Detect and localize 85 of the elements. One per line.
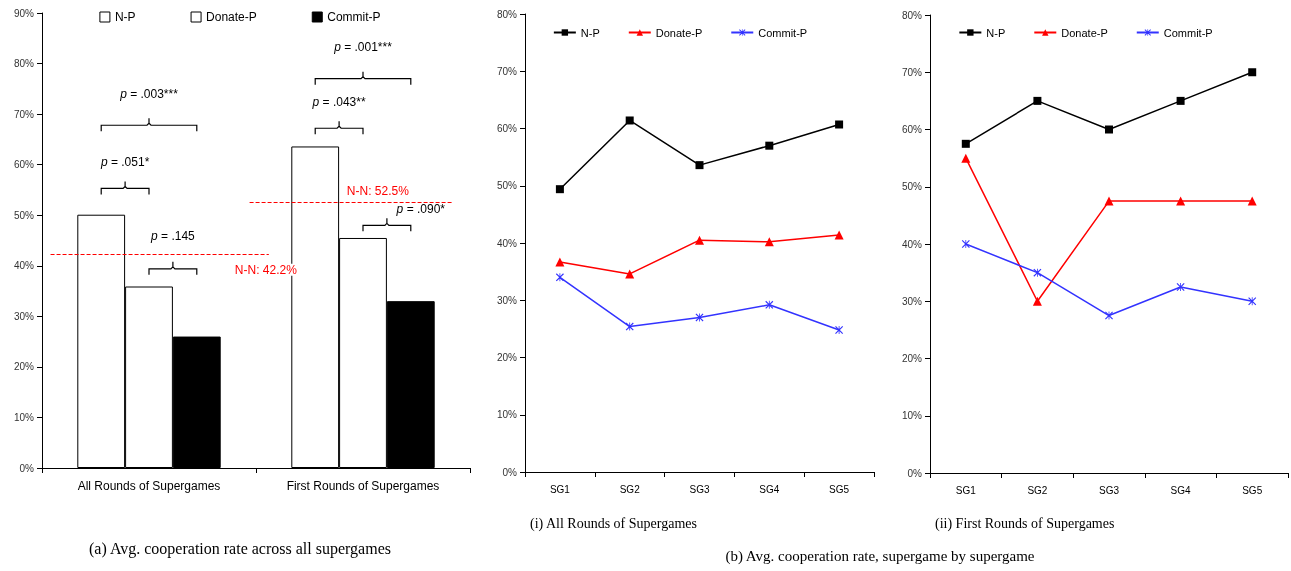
y-tick-label: 20% [901, 353, 923, 364]
point [765, 141, 774, 150]
y-tick-label: 90% [13, 7, 35, 19]
annotation: p = .090* [395, 202, 446, 217]
x-tick-label: SG3 [689, 483, 710, 495]
y-tick-label: 70% [13, 108, 35, 120]
y-tick-label: 80% [496, 8, 518, 20]
ref-line-label: N-N: 42.2% [234, 262, 298, 277]
y-tick-label: 0% [19, 462, 35, 474]
point [625, 116, 634, 125]
point [555, 185, 564, 194]
text: (i) All Rounds of Supergames [530, 515, 697, 532]
y-tick-label: 30% [496, 294, 518, 306]
x-tick-label: First Rounds of Supergames [286, 479, 440, 493]
y-tick-label: 30% [13, 310, 35, 322]
y-tick-label: 0% [907, 467, 923, 479]
point [1033, 96, 1042, 105]
point [1247, 196, 1257, 206]
x-tick-label: All Rounds of Supergames [77, 479, 221, 493]
y-tick-label: 50% [901, 181, 923, 193]
y-tick-label: 40% [901, 238, 923, 250]
text: (a) Avg. cooperation rate across all supergames [89, 539, 391, 558]
point [1248, 297, 1257, 306]
y-tick-label: 70% [901, 66, 923, 78]
point [1104, 196, 1114, 206]
y-tick-label: 50% [13, 209, 35, 221]
x-tick-label: SG2 [619, 483, 641, 495]
point [1033, 268, 1042, 277]
legend-label: Commit-P [1163, 26, 1213, 39]
legend-label: Donate-P [655, 26, 703, 39]
y-tick-label: 20% [13, 361, 35, 373]
point [961, 240, 970, 248]
text: (ii) First Rounds of Supergames [935, 515, 1115, 532]
legend-label: Commit-P [327, 10, 381, 24]
y-tick-label: 80% [13, 58, 35, 70]
y-tick-label: 30% [901, 295, 923, 307]
point [555, 273, 564, 282]
point [1176, 196, 1186, 206]
annotation: p = .003*** [119, 86, 179, 101]
ref-line-label: N-N: 52.5% [346, 183, 410, 198]
x-tick-label: SG3 [1098, 484, 1120, 496]
x-tick-label: SG5 [1242, 484, 1263, 496]
legend-label: Commit-P [758, 26, 808, 39]
point [1105, 125, 1113, 134]
x-tick-label: SG2 [1027, 484, 1048, 496]
y-tick-label: 10% [496, 409, 518, 421]
legend-label: N-P [986, 26, 1006, 39]
point [1105, 311, 1113, 320]
point [961, 139, 970, 148]
y-tick-label: 20% [496, 352, 518, 363]
annotation: p = .001*** [333, 40, 393, 55]
text: (b) Avg. cooperation rate, supergame by supergame [724, 548, 1036, 565]
y-tick-label: 40% [13, 260, 35, 272]
y-tick-label: 10% [901, 410, 923, 422]
point [835, 120, 844, 129]
point [765, 300, 774, 309]
point [1248, 68, 1257, 77]
point [625, 322, 634, 331]
annotation: p = .043** [311, 94, 366, 109]
point [695, 235, 704, 245]
point [1176, 96, 1185, 105]
point [1032, 296, 1042, 306]
y-tick-label: 0% [502, 466, 518, 478]
legend-label: Donate-P [1061, 26, 1108, 39]
legend-label: N-P [114, 10, 136, 24]
point [961, 153, 971, 163]
x-tick-label: SG1 [549, 483, 571, 495]
y-tick-label: 50% [496, 180, 518, 192]
y-tick-label: 10% [13, 411, 35, 423]
legend-label: Donate-P [206, 10, 257, 24]
y-tick-label: 40% [496, 237, 518, 249]
legend-label: N-P [580, 26, 600, 39]
y-tick-label: 60% [901, 124, 923, 135]
point [1176, 282, 1185, 291]
annotation: p = .145 [150, 229, 196, 244]
y-tick-label: 70% [496, 65, 518, 77]
x-tick-label: SG4 [1170, 484, 1192, 496]
y-tick-label: 80% [901, 9, 923, 21]
point [695, 161, 704, 170]
y-tick-label: 60% [13, 159, 35, 171]
y-tick-label: 60% [496, 123, 518, 134]
x-tick-label: SG5 [829, 483, 850, 495]
x-tick-label: SG4 [759, 483, 780, 495]
annotation: p = .051* [99, 154, 150, 169]
x-tick-label: SG1 [955, 484, 977, 496]
